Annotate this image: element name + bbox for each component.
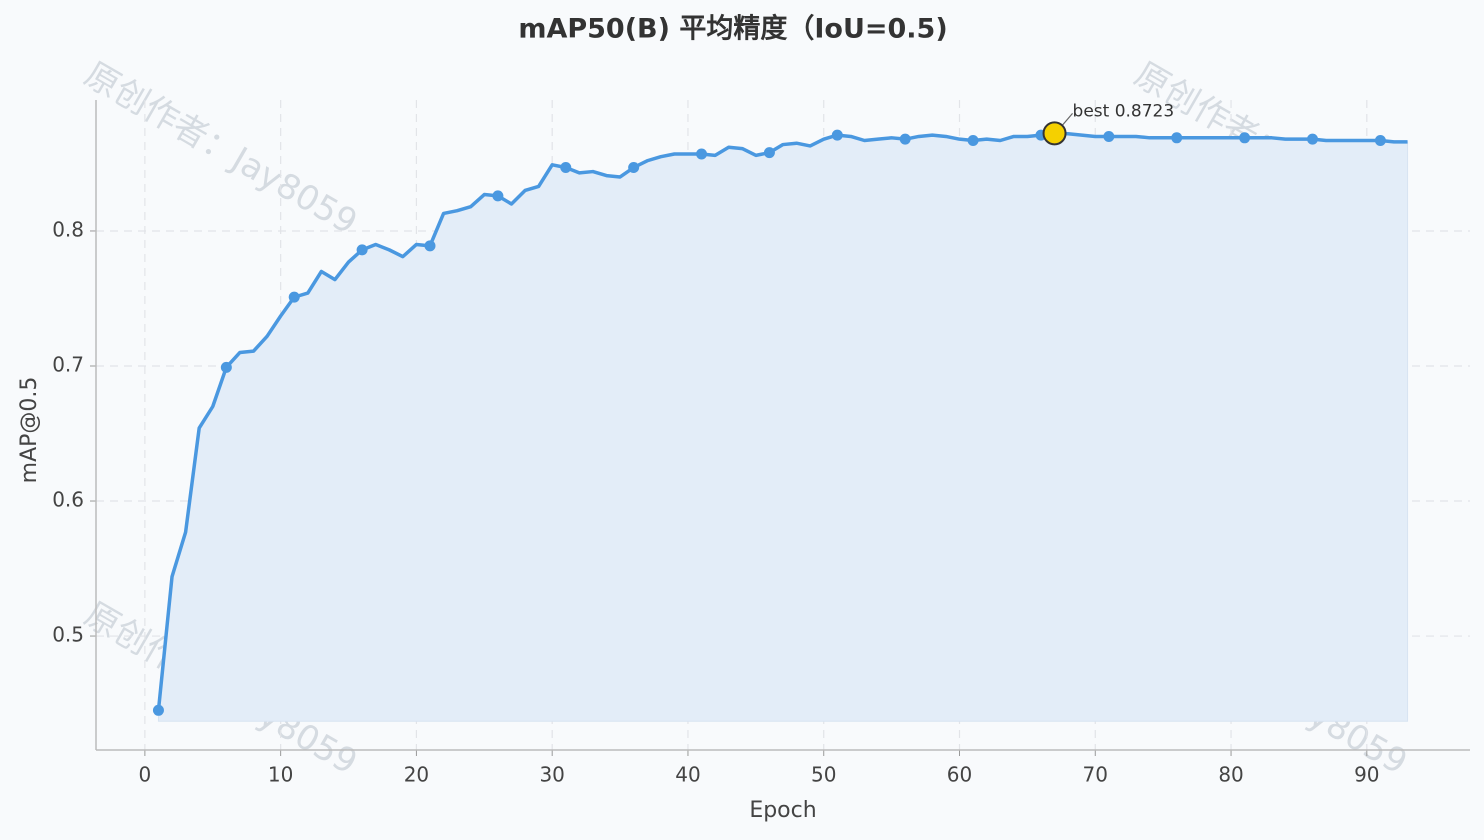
- point: [899, 133, 911, 145]
- point: [1307, 133, 1319, 145]
- point: [288, 291, 300, 303]
- x-tick-label: 40: [675, 763, 700, 787]
- y-tick-label: 0.6: [52, 488, 84, 512]
- watermark: 原创作者：Jay8059: [78, 55, 364, 243]
- point: [967, 135, 979, 147]
- point: [831, 129, 843, 141]
- point: [763, 147, 775, 159]
- x-tick-label: 50: [811, 763, 836, 787]
- annotation: best 0.8723: [1073, 101, 1175, 121]
- point: [560, 162, 572, 174]
- chart-title: mAP50(B) 平均精度（IoU=0.5): [518, 13, 947, 45]
- x-tick-label: 10: [268, 763, 293, 787]
- x-tick-label: 20: [404, 763, 429, 787]
- x-tick-label: 80: [1218, 763, 1243, 787]
- x-axis-label: Epoch: [749, 798, 816, 823]
- x-tick-label: 90: [1354, 763, 1379, 787]
- x-tick-label: 0: [139, 763, 152, 787]
- point: [356, 244, 368, 256]
- y-tick-label: 0.7: [52, 352, 84, 376]
- x-tick-label: 30: [539, 763, 564, 787]
- best-point: [1042, 121, 1067, 146]
- point: [696, 148, 708, 160]
- point: [1239, 132, 1251, 144]
- point: [1374, 135, 1386, 147]
- y-tick-label: 0.8: [52, 217, 84, 241]
- point: [424, 240, 436, 252]
- y-tick-label: 0.5: [52, 623, 84, 647]
- point: [152, 704, 164, 716]
- x-tick-label: 70: [1083, 763, 1108, 787]
- point: [220, 361, 232, 373]
- x-tick-label: 60: [947, 763, 972, 787]
- point: [492, 190, 504, 202]
- point: [628, 162, 640, 174]
- point: [1103, 130, 1115, 142]
- point: [1171, 132, 1183, 144]
- y-axis-label: mAP@0.5: [17, 377, 42, 484]
